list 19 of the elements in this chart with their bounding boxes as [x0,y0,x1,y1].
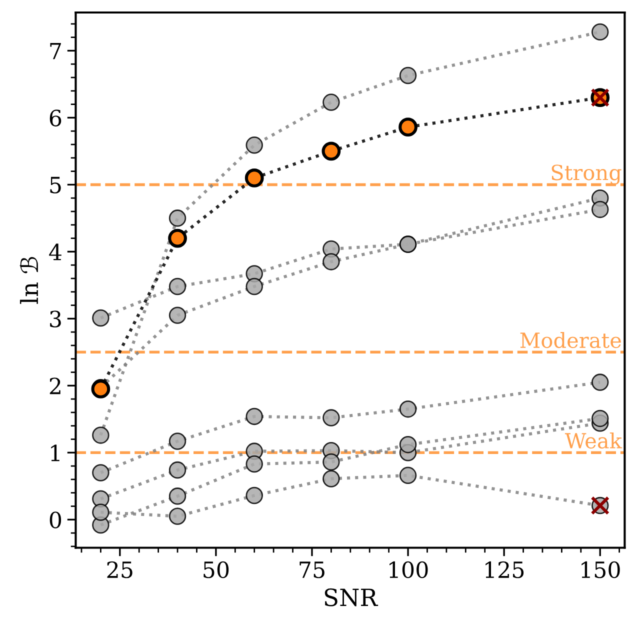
x-axis-title: SNR [324,588,378,606]
x-tick-label: 100 [390,561,428,578]
y-axis-title: ln ℬ [20,256,38,304]
y-tick-label: 2 [50,378,60,394]
x-tick-label: 75 [300,562,324,578]
y-tick-label: 4 [49,244,62,260]
ref-line-label: Moderate [520,332,621,348]
y-tick-label: 1 [51,444,60,462]
x-tick-label: 25 [107,561,132,578]
y-tick-label: 6 [50,110,62,126]
y-tick-label: 7 [50,42,61,60]
y-tick-label: 3 [50,310,61,328]
ref-line-label: Strong [552,164,622,185]
y-tick-label: 5 [50,176,61,194]
ref-line-label: Weak [564,432,622,449]
x-tick-label: 50 [204,561,229,578]
x-tick-label: 125 [486,561,524,578]
x-tick-label: 150 [582,561,620,578]
y-tick-label: 0 [50,512,62,528]
